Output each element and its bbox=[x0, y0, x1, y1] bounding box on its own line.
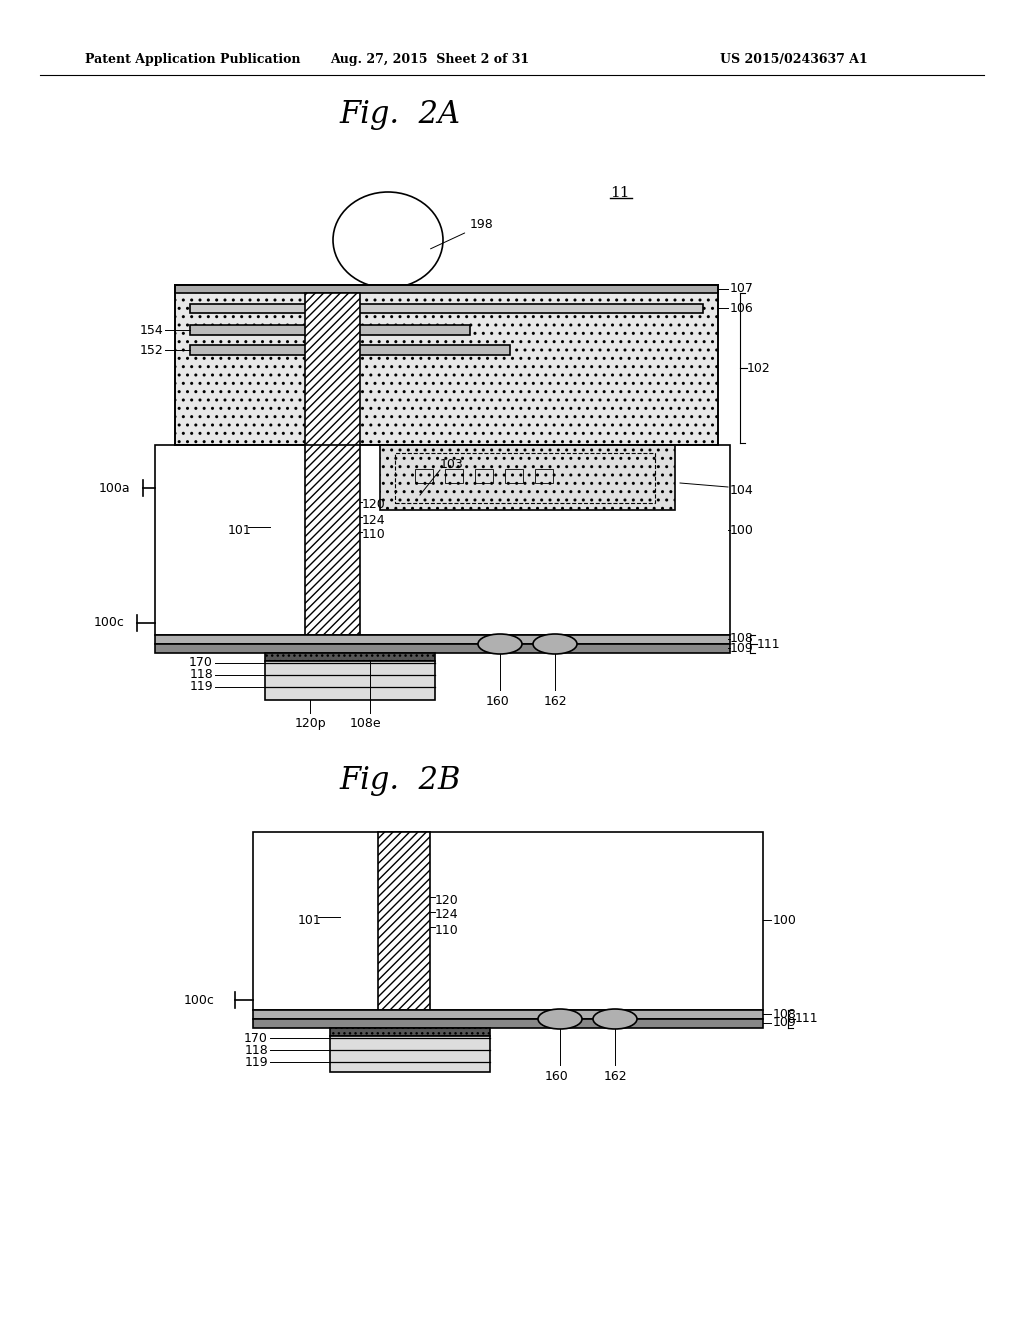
Text: 106: 106 bbox=[730, 301, 754, 314]
Bar bbox=[155, 445, 730, 635]
Text: 118: 118 bbox=[189, 668, 213, 681]
Text: US 2015/0243637 A1: US 2015/0243637 A1 bbox=[720, 54, 867, 66]
Bar bbox=[305, 293, 360, 635]
Ellipse shape bbox=[593, 1008, 637, 1030]
Text: 110: 110 bbox=[435, 924, 459, 936]
Bar bbox=[155, 644, 730, 653]
Text: 120: 120 bbox=[362, 499, 386, 511]
Ellipse shape bbox=[538, 1008, 582, 1030]
Text: 162: 162 bbox=[603, 1071, 627, 1082]
Text: 120p: 120p bbox=[294, 717, 326, 730]
Text: 109: 109 bbox=[730, 642, 754, 655]
Bar bbox=[253, 1010, 763, 1019]
Text: 160: 160 bbox=[545, 1071, 569, 1082]
Bar bbox=[505, 469, 523, 483]
Bar bbox=[378, 832, 430, 1010]
Text: 103: 103 bbox=[440, 458, 464, 471]
Bar bbox=[190, 345, 510, 355]
Text: 198: 198 bbox=[430, 219, 494, 249]
Bar bbox=[380, 445, 675, 510]
Ellipse shape bbox=[333, 191, 443, 288]
Ellipse shape bbox=[478, 634, 522, 653]
Text: 119: 119 bbox=[189, 681, 213, 693]
Text: 108e: 108e bbox=[349, 717, 381, 730]
Text: Patent Application Publication: Patent Application Publication bbox=[85, 54, 300, 66]
Text: 104: 104 bbox=[730, 483, 754, 496]
Text: 11: 11 bbox=[610, 186, 630, 201]
Bar bbox=[475, 469, 493, 483]
Text: 170: 170 bbox=[244, 1031, 268, 1044]
Text: 107: 107 bbox=[730, 282, 754, 296]
Text: 100c: 100c bbox=[184, 994, 215, 1006]
Text: 154: 154 bbox=[139, 323, 163, 337]
Bar bbox=[395, 453, 655, 503]
Text: 108: 108 bbox=[730, 632, 754, 645]
Text: 160: 160 bbox=[486, 696, 510, 708]
Text: 100: 100 bbox=[773, 913, 797, 927]
Bar bbox=[445, 469, 463, 483]
Text: 101: 101 bbox=[298, 913, 322, 927]
Text: 120: 120 bbox=[435, 894, 459, 907]
Text: 162: 162 bbox=[543, 696, 567, 708]
Text: 111: 111 bbox=[757, 638, 780, 651]
Text: Fig.  2A: Fig. 2A bbox=[340, 99, 461, 131]
Bar bbox=[535, 469, 553, 483]
Bar bbox=[265, 661, 435, 700]
Text: 124: 124 bbox=[435, 908, 459, 921]
Text: 102: 102 bbox=[746, 362, 771, 375]
Text: 152: 152 bbox=[139, 343, 163, 356]
Bar bbox=[253, 832, 763, 1010]
Text: 124: 124 bbox=[362, 513, 386, 527]
Bar bbox=[155, 635, 730, 644]
Bar bbox=[190, 304, 703, 313]
Text: 110: 110 bbox=[362, 528, 386, 541]
Text: 109: 109 bbox=[773, 1016, 797, 1030]
Text: 118: 118 bbox=[245, 1044, 268, 1056]
Text: Aug. 27, 2015  Sheet 2 of 31: Aug. 27, 2015 Sheet 2 of 31 bbox=[331, 54, 529, 66]
Bar bbox=[330, 1036, 490, 1072]
Bar bbox=[330, 1028, 490, 1036]
Bar bbox=[190, 325, 470, 335]
Text: 100a: 100a bbox=[98, 482, 130, 495]
Text: 108: 108 bbox=[773, 1007, 797, 1020]
Ellipse shape bbox=[534, 634, 577, 653]
Text: 100: 100 bbox=[730, 524, 754, 536]
Bar bbox=[175, 285, 718, 293]
Text: 170: 170 bbox=[189, 656, 213, 669]
Bar bbox=[253, 1019, 763, 1028]
Bar bbox=[265, 653, 435, 661]
Text: 100c: 100c bbox=[94, 616, 125, 630]
Text: 119: 119 bbox=[245, 1056, 268, 1068]
Text: 111: 111 bbox=[795, 1012, 818, 1026]
Text: 101: 101 bbox=[228, 524, 252, 536]
Bar bbox=[175, 285, 718, 445]
Bar bbox=[415, 469, 433, 483]
Text: Fig.  2B: Fig. 2B bbox=[339, 764, 461, 796]
